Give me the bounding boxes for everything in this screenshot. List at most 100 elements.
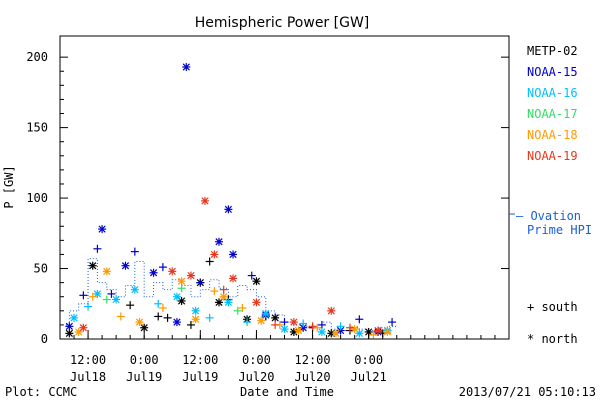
data-point [317, 320, 326, 329]
data-point [177, 277, 186, 286]
data-point [84, 302, 93, 311]
legend-entry-noaa-17: NOAA-17 [527, 107, 578, 121]
data-point [158, 263, 167, 272]
data-point [93, 289, 102, 298]
data-point [219, 292, 228, 301]
data-point [350, 325, 359, 334]
plot-credit: Plot: CCMC [5, 385, 77, 399]
data-point [191, 306, 200, 315]
data-point [65, 329, 74, 338]
data-point [289, 318, 298, 327]
data-point [135, 318, 144, 327]
data-point [205, 313, 214, 322]
legend-ovation-line1: – Ovation [516, 209, 581, 223]
legend-ovation-line2: Prime HPI [527, 223, 592, 237]
legend-entry-noaa-15: NOAA-15 [527, 65, 578, 79]
data-point [224, 205, 233, 214]
data-point [102, 267, 111, 276]
data-point [327, 306, 336, 315]
data-point [336, 322, 345, 331]
data-point [186, 271, 195, 280]
data-point [177, 284, 186, 293]
data-point [191, 315, 200, 324]
data-point [355, 315, 364, 324]
x-tick-label-time: 0:00 [242, 353, 271, 367]
data-point [112, 295, 121, 304]
data-point [261, 309, 270, 318]
data-point [252, 277, 261, 286]
data-point [229, 274, 238, 283]
y-axis-ticks: 0 50 100 150 200 [26, 50, 509, 346]
data-point [65, 322, 74, 331]
data-point [93, 244, 102, 253]
data-point [210, 287, 219, 296]
data-point [121, 261, 130, 270]
x-tick-label-date: Jul18 [70, 370, 106, 384]
data-point [299, 319, 308, 328]
data-point [126, 301, 135, 310]
data-point [172, 318, 181, 327]
chart-title: Hemispheric Power [GW] [195, 15, 370, 31]
data-point [70, 313, 79, 322]
x-tick-label-date: Jul20 [238, 370, 274, 384]
data-point [388, 318, 397, 327]
data-point [168, 267, 177, 276]
data-point [317, 327, 326, 336]
legend-north-symbol: * north [527, 332, 578, 346]
y-tick-label: 100 [26, 191, 48, 205]
data-point [196, 278, 205, 287]
x-tick-label-date: Jul21 [351, 370, 387, 384]
data-point [257, 316, 266, 325]
y-tick-label: 200 [26, 50, 48, 64]
data-point [229, 250, 238, 259]
x-tick-label-time: 0:00 [130, 353, 159, 367]
data-point [219, 285, 228, 294]
ovation-hpi-line [60, 258, 398, 332]
legend-entry-metp-02: METP-02 [527, 44, 578, 58]
data-point [154, 312, 163, 321]
data-point [308, 322, 317, 331]
data-point [98, 225, 107, 234]
x-tick-label-date: Jul19 [126, 370, 162, 384]
x-tick-label-time: 12:00 [182, 353, 218, 367]
x-tick-label-date: Jul19 [182, 370, 218, 384]
legend-entry-noaa-16: NOAA-16 [527, 86, 578, 100]
data-point [154, 299, 163, 308]
legend-entry-noaa-19: NOAA-19 [527, 149, 578, 163]
data-point [280, 318, 289, 327]
data-point [238, 303, 247, 312]
data-point [149, 268, 158, 277]
data-point [331, 329, 340, 338]
data-point [158, 303, 167, 312]
data-point [243, 318, 252, 327]
data-point [374, 326, 383, 335]
data-point [294, 326, 303, 335]
x-tick-label-date: Jul20 [295, 370, 331, 384]
data-point [79, 323, 88, 332]
data-point [271, 320, 280, 329]
data-point [163, 313, 172, 322]
data-point [252, 298, 261, 307]
data-point [177, 296, 186, 305]
data-point [364, 327, 373, 336]
data-point [116, 312, 125, 321]
data-point [210, 250, 219, 259]
data-point [79, 291, 88, 300]
data-point [200, 196, 209, 205]
y-tick-label: 150 [26, 121, 48, 135]
data-point [271, 313, 280, 322]
plot-frame [59, 35, 510, 340]
data-point [215, 298, 224, 307]
data-point [182, 63, 191, 72]
data-point [102, 295, 111, 304]
data-point [247, 271, 256, 280]
x-tick-label-time: 0:00 [354, 353, 383, 367]
data-point [140, 323, 149, 332]
data-point [88, 261, 97, 270]
plot-timestamp: 2013/07/21 05:10:13 [459, 385, 596, 399]
data-point [205, 257, 214, 266]
data-point [369, 330, 378, 339]
data-point [172, 292, 181, 301]
data-point [345, 323, 354, 332]
